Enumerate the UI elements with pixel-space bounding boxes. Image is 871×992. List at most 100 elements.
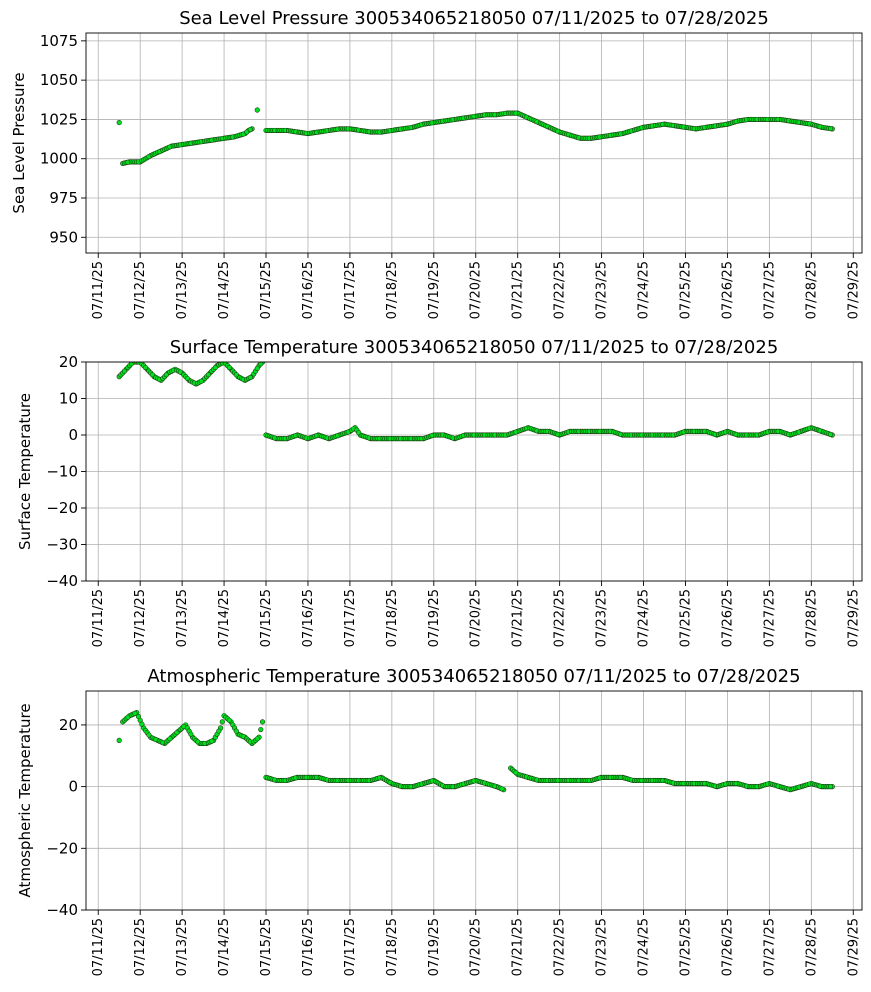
x-tick-label: 07/28/25 [804,918,819,976]
x-tick-label: 07/19/25 [427,261,442,319]
x-tick-label: 07/27/25 [762,589,777,647]
data-point [212,364,218,371]
data-point [499,786,505,792]
data-point [184,375,190,382]
y-axis-label: Sea Level Pressure [10,72,28,213]
axes-frame [85,32,863,254]
x-tick-label: 07/17/25 [343,589,358,647]
x-tick-label: 07/11/25 [91,261,106,319]
x-tick-label: 07/29/25 [846,261,861,319]
data-point [247,374,253,381]
data-point [244,129,250,135]
data-point [827,125,834,132]
x-tick-label: 07/13/25 [175,918,190,976]
data-point [116,737,122,743]
x-tick-label: 07/24/25 [637,261,652,319]
x-tick-label: 07/13/25 [175,261,190,319]
data-point [209,738,215,744]
x-tick-label: 07/13/25 [175,589,190,647]
y-tick-label: −20 [46,499,78,517]
chart-title: Surface Temperature 300534065218050 07/1… [170,337,779,358]
x-tick-label: 07/28/25 [804,261,819,319]
data-point [219,719,225,725]
x-tick-label: 07/18/25 [385,589,400,647]
data-point [827,431,834,437]
x-tick-label: 07/11/25 [91,918,106,976]
data-point [163,372,169,378]
x-tick-label: 07/25/25 [678,589,693,647]
data-point [258,726,264,733]
y-tick-label: 1025 [40,110,78,128]
y-tick-label: 1000 [40,150,78,168]
x-tick-label: 07/21/25 [511,918,526,976]
data-points [116,709,835,793]
data-point [254,736,260,742]
x-tick-label: 07/24/25 [637,918,652,976]
x-tick-label: 07/29/25 [846,918,861,976]
x-tick-label: 07/15/25 [259,918,274,976]
x-tick-label: 07/16/25 [301,918,316,976]
data-points [116,362,835,442]
x-tick-label: 07/23/25 [595,589,610,647]
x-tick-label: 07/22/25 [553,589,568,647]
y-tick-label: 0 [68,778,78,796]
axes-frame [85,690,863,911]
x-tick-label: 07/14/25 [217,918,232,976]
x-tick-label: 07/19/25 [427,589,442,647]
axes-frame [85,361,863,582]
x-tick-label: 07/18/25 [385,261,400,319]
data-point [146,732,152,738]
x-tick-label: 07/25/25 [678,261,693,319]
data-point [233,728,239,734]
data-point [205,372,211,378]
y-tick-label: −30 [46,536,78,554]
x-tick-label: 07/14/25 [217,261,232,319]
y-tick-label: −20 [46,839,78,857]
y-tick-label: 1075 [40,32,78,50]
x-tick-label: 07/20/25 [469,261,484,319]
data-point [254,107,260,113]
data-point [259,719,266,725]
data-point [139,721,145,727]
data-point [198,378,204,384]
x-tick-label: 07/22/25 [553,261,568,319]
data-point [167,736,173,742]
data-point [177,369,183,375]
x-tick-label: 07/27/25 [762,918,777,976]
data-points [116,107,835,167]
x-tick-label: 07/18/25 [385,918,400,976]
x-tick-label: 07/23/25 [595,918,610,976]
y-tick-label: 950 [49,228,78,246]
x-tick-label: 07/20/25 [469,589,484,647]
y-tick-label: 10 [59,390,78,408]
data-point [116,119,122,126]
chart-title: Sea Level Pressure 300534065218050 07/11… [179,8,769,29]
chart-panel-3: 07/11/25 07/12/25 07/13/25 07/14/25 07/15/25… [16,666,863,976]
x-tick-label: 07/26/25 [720,589,735,647]
x-tick-label: 07/27/25 [762,261,777,319]
y-tick-label: −40 [46,572,78,590]
y-tick-label: 20 [59,353,78,371]
data-point [254,365,260,371]
y-axis-label: Surface Temperature [16,393,34,550]
y-tick-label: 1050 [40,71,78,89]
data-point [827,784,834,790]
data-point [142,364,149,371]
x-tick-label: 07/24/25 [637,589,652,647]
y-tick-label: 975 [49,189,78,207]
data-point [121,368,128,374]
data-point [356,429,362,436]
x-tick-label: 07/15/25 [259,261,274,319]
x-tick-label: 07/16/25 [301,589,316,647]
data-point [216,728,222,734]
chart-panel-1: 07/11/25 07/12/25 07/13/25 07/14/25 07/15/25… [10,8,863,319]
data-point [247,127,253,133]
data-point [125,714,131,720]
chart-title: Atmospheric Temperature 300534065218050 … [147,666,800,687]
x-tick-label: 07/12/25 [133,261,148,319]
x-tick-label: 07/17/25 [343,261,358,319]
x-tick-label: 07/25/25 [678,918,693,976]
x-tick-label: 07/12/25 [133,589,148,647]
data-point [132,710,138,716]
